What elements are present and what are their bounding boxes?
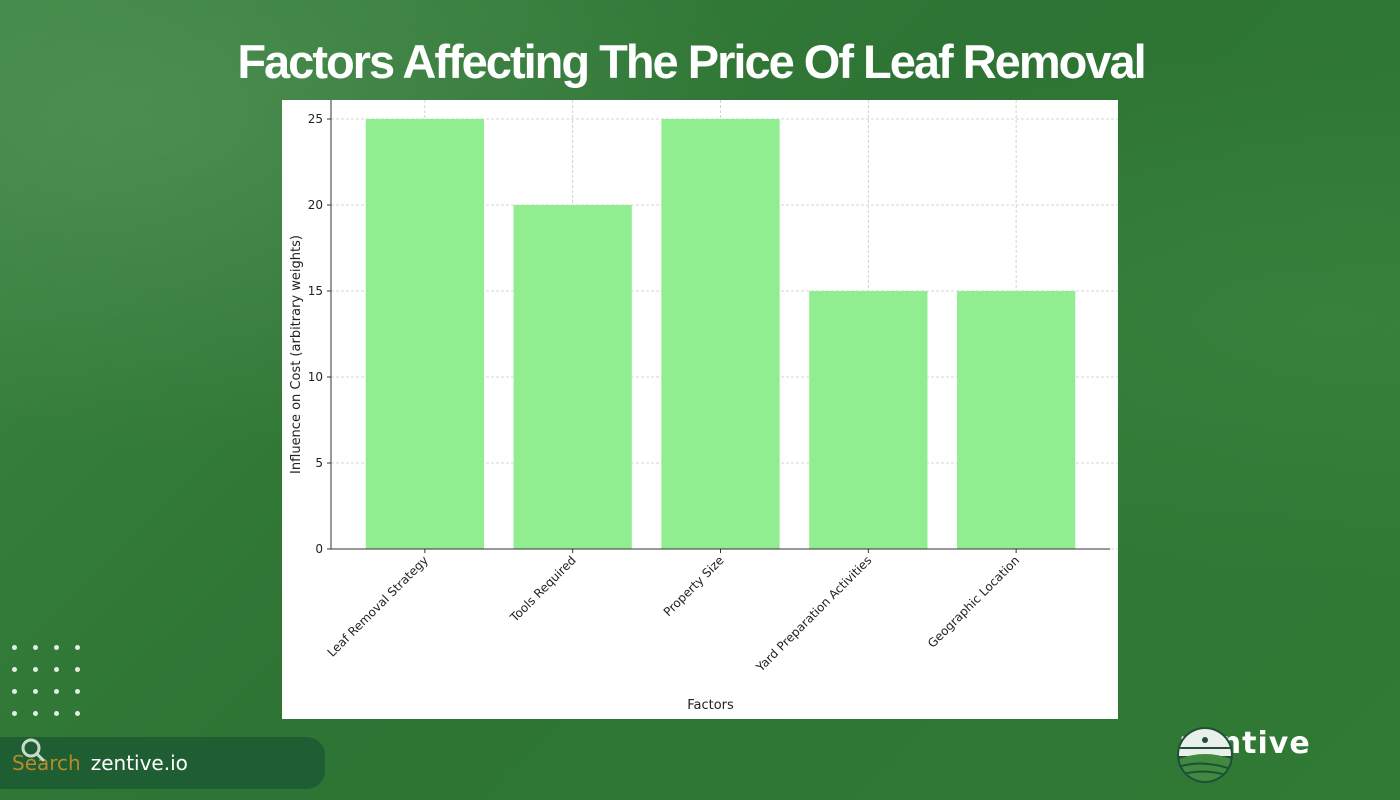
x-tick-label: Property Size xyxy=(661,553,727,619)
search-icon xyxy=(21,738,45,762)
dot xyxy=(54,645,59,650)
x-axis-label: Factors xyxy=(687,698,734,713)
y-axis-label: Influence on Cost (arbitrary weights) xyxy=(289,235,304,474)
bar-chart: 0 5 10 15 20 25 Leaf Removal Strategy Tools Req… xyxy=(289,100,1118,713)
y-tick-label: 0 xyxy=(315,542,323,556)
x-tick-label: Yard Preparation Activities xyxy=(753,553,875,675)
dot xyxy=(75,711,80,716)
y-tick-label: 20 xyxy=(308,198,323,212)
dot xyxy=(12,689,17,694)
y-tick-label: 25 xyxy=(308,112,323,126)
y-tick-label: 15 xyxy=(308,284,323,298)
dot xyxy=(33,711,38,716)
search-site: zentive.io xyxy=(90,751,188,775)
dot xyxy=(54,711,59,716)
brand-logo: zentive xyxy=(1176,726,1311,783)
search-label: Search xyxy=(12,751,81,775)
dot xyxy=(12,667,17,672)
logo-emblem-icon xyxy=(1177,727,1233,783)
dot xyxy=(75,667,80,672)
page-title: Factors Affecting The Price Of Leaf Remo… xyxy=(237,35,1146,88)
dot xyxy=(54,689,59,694)
dot xyxy=(33,689,38,694)
chart-panel: 0 5 10 15 20 25 Leaf Removal Strategy Tools Req… xyxy=(282,100,1118,719)
y-tick-label: 5 xyxy=(315,456,323,470)
search-bar[interactable]: Search zentive.io xyxy=(0,737,325,789)
bar xyxy=(661,119,780,549)
bar xyxy=(365,119,484,549)
y-tick-label: 10 xyxy=(308,370,323,384)
bar xyxy=(513,205,632,549)
x-tick-label: Leaf Removal Strategy xyxy=(325,553,431,659)
dot xyxy=(33,645,38,650)
decorative-dots xyxy=(12,645,96,716)
dot xyxy=(33,667,38,672)
dot xyxy=(75,689,80,694)
dot xyxy=(12,645,17,650)
bar xyxy=(809,291,928,549)
x-tick-label: Tools Required xyxy=(507,553,579,625)
bar xyxy=(957,291,1076,549)
dot xyxy=(54,667,59,672)
dot xyxy=(75,645,80,650)
dot xyxy=(12,711,17,716)
x-tick-label: Geographic Location xyxy=(925,553,1022,650)
